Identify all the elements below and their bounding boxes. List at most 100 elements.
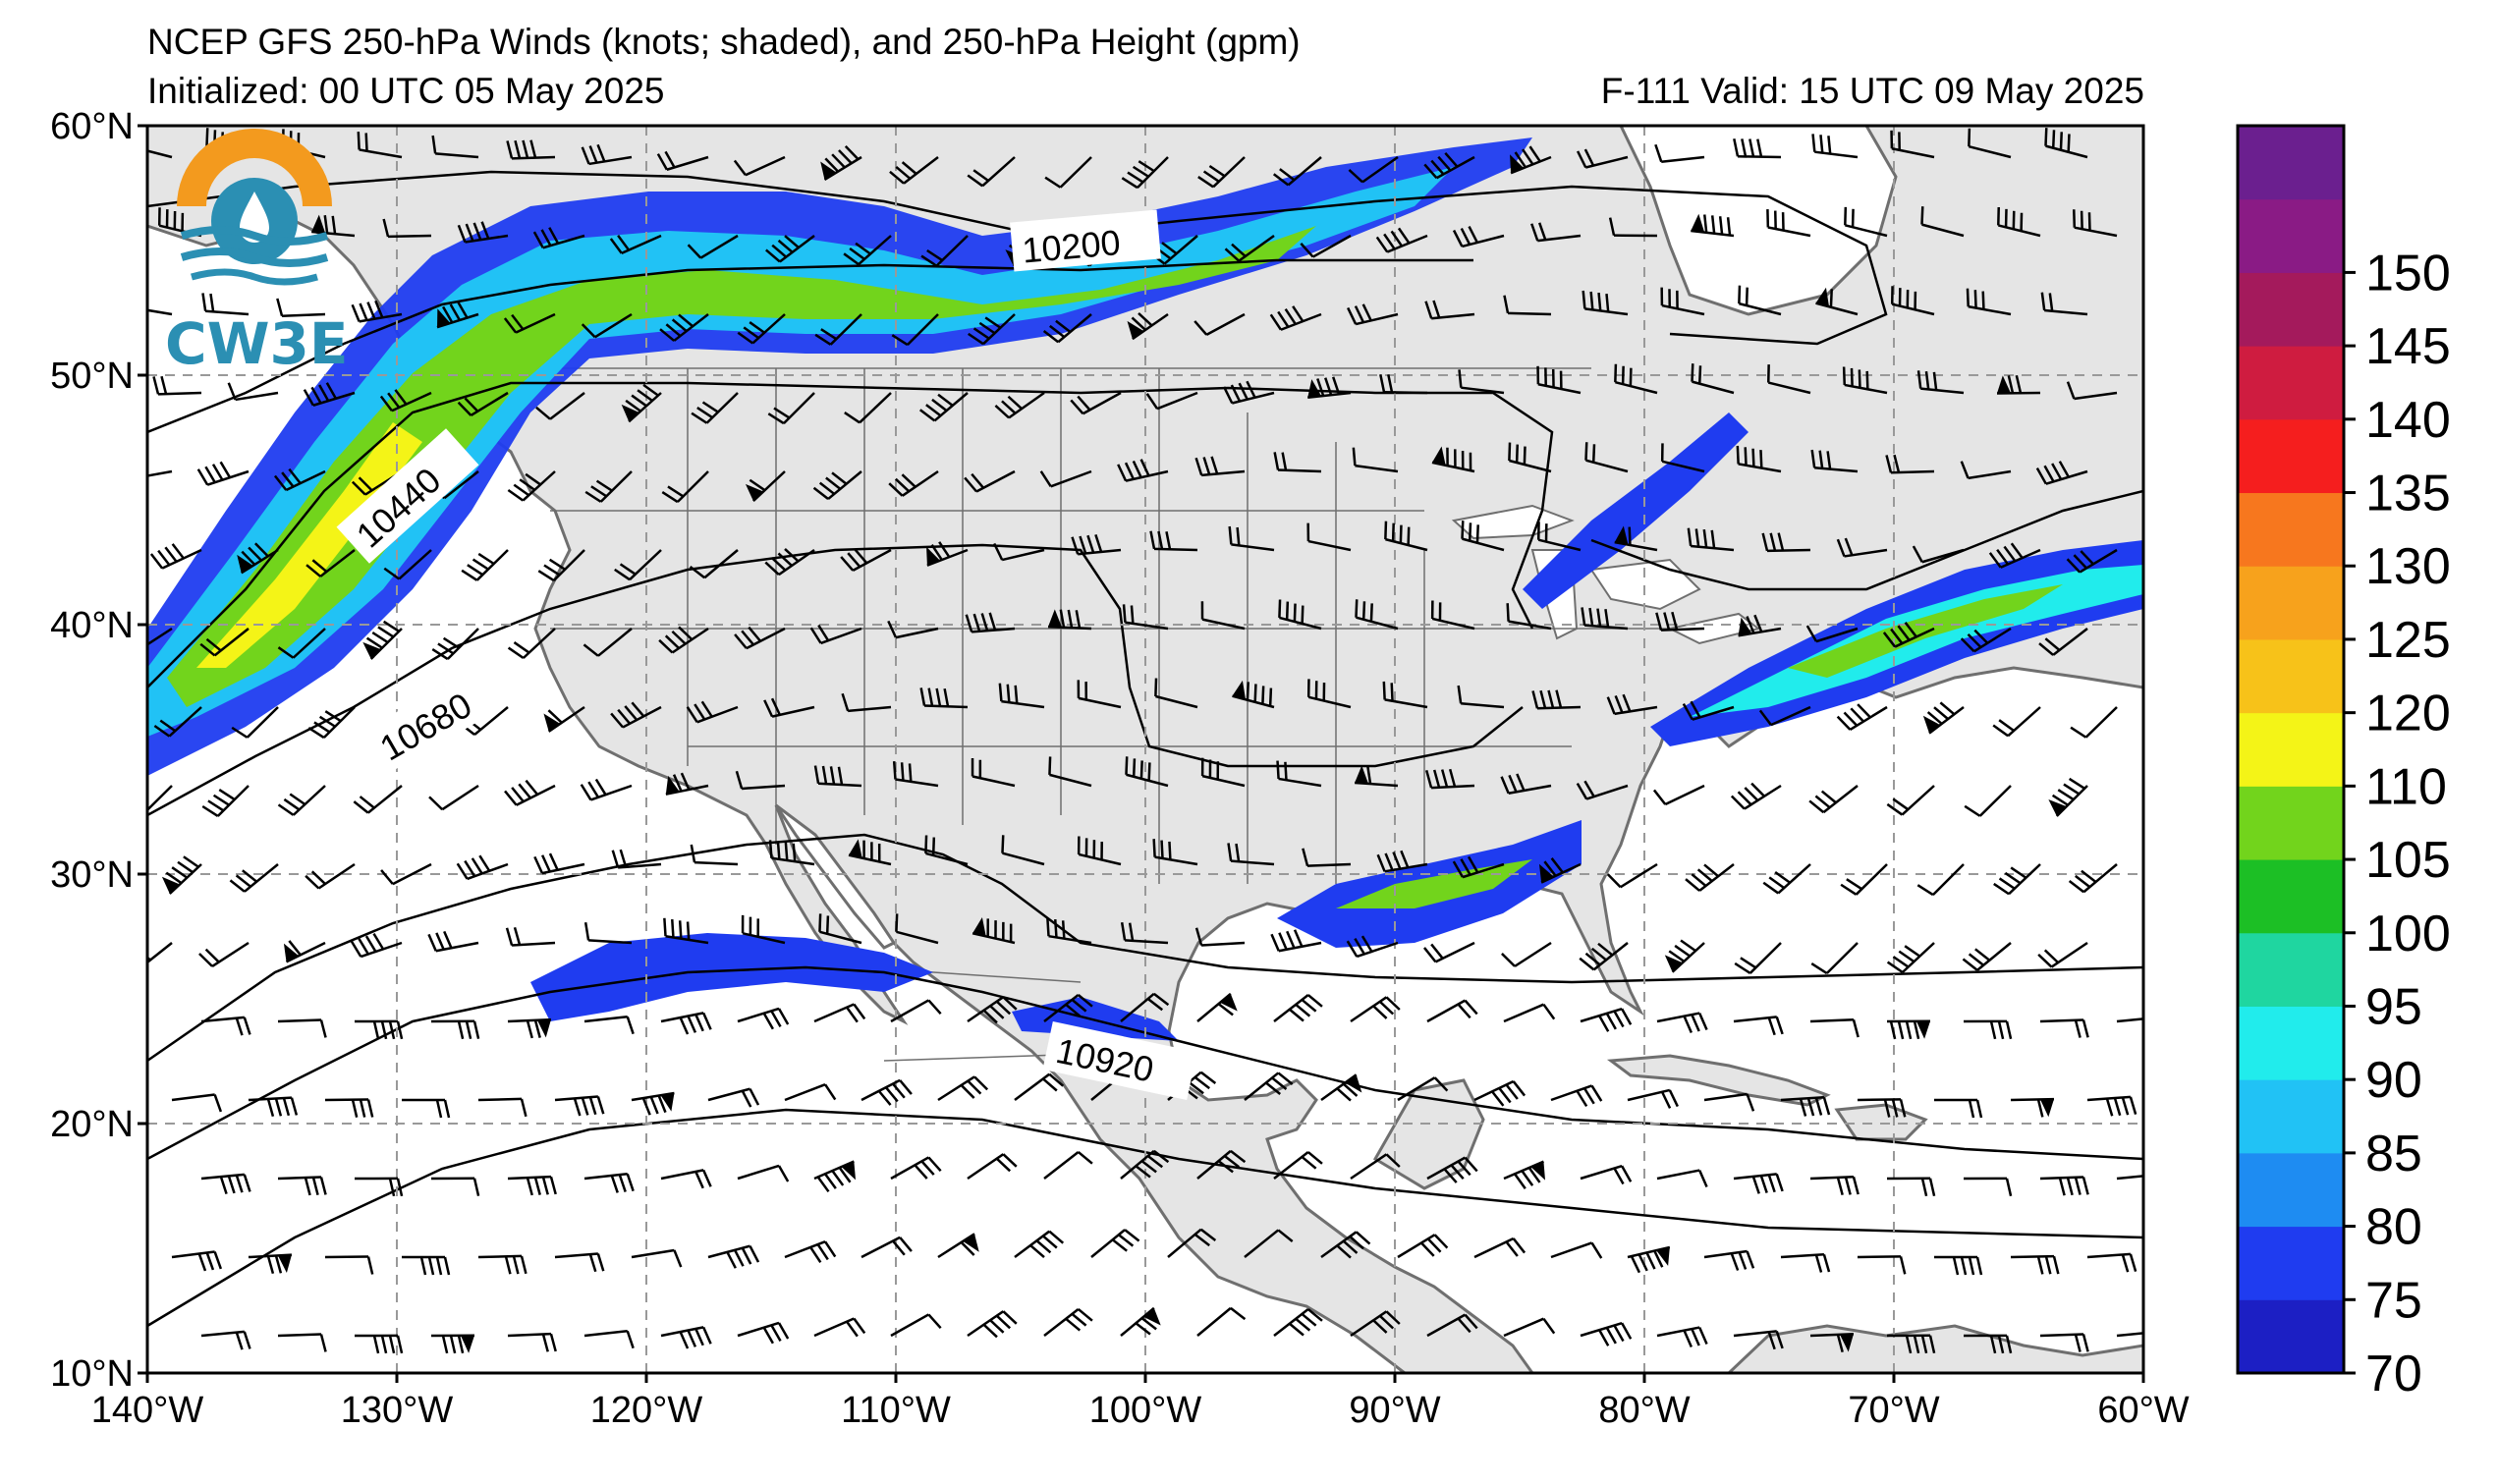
lat-tick-label: 10°N (50, 1353, 134, 1395)
wind-barb (1780, 1253, 1831, 1273)
wind-barb (737, 1164, 790, 1182)
wind-barb (1733, 1330, 1784, 1350)
wind-barb (814, 313, 862, 346)
wind-barb (436, 302, 479, 329)
wind-barb (741, 914, 786, 945)
wind-barb (196, 461, 250, 486)
wind-barb (1070, 391, 1122, 415)
wind-barb (1273, 452, 1322, 473)
wind-barb (1922, 701, 1965, 735)
wind-barb (818, 913, 862, 945)
wind-barb (1627, 1088, 1679, 1109)
wind-barb (841, 692, 892, 713)
wind-barb (532, 227, 585, 249)
east-jet-core (1788, 584, 2063, 678)
init-time: Initialized: 00 UTC 05 May 2025 (147, 71, 665, 111)
wind-barb (457, 221, 509, 244)
wind-barb (1733, 1173, 1784, 1194)
wind-barb (689, 549, 739, 579)
wind-barb (1348, 155, 1399, 184)
wind-barb (1916, 863, 1965, 897)
wind-barb (362, 620, 403, 660)
wind-barb (1200, 757, 1246, 788)
wind-barb (1886, 1019, 1931, 1040)
wind-barb (1431, 446, 1475, 473)
colorbar-label: 100 (2365, 906, 2451, 962)
wind-barb (1503, 1003, 1556, 1023)
wind-barb (1810, 449, 1859, 473)
wind-barb (763, 697, 815, 718)
wind-barb (1352, 447, 1399, 473)
colorbar-label: 120 (2365, 686, 2451, 742)
great-lakes (1451, 504, 1761, 645)
wind-barb (1043, 1307, 1093, 1337)
wind-barb (580, 778, 633, 801)
map-title: NCEP GFS 250-hPa Winds (knots; shaded), … (147, 22, 1301, 62)
wind-barb (507, 1017, 552, 1039)
wind-barb (350, 932, 403, 959)
wind-barb (1960, 627, 2012, 653)
jet-core-100 (167, 226, 1316, 707)
wind-barb (535, 392, 585, 420)
wind-barb (305, 862, 356, 890)
wind-barb (1652, 784, 1705, 806)
wind-barb (964, 469, 1016, 493)
wind-barb (153, 706, 202, 738)
wind-barb (1244, 1072, 1294, 1101)
wind-barb (382, 218, 432, 239)
wind-barb (1766, 209, 1811, 238)
wind-barb (2040, 292, 2088, 316)
wind-barb (1424, 768, 1475, 790)
wind-barb (1691, 363, 1735, 395)
wind-barb (581, 312, 633, 339)
wind-barb (503, 312, 556, 334)
colorbar-label: 130 (2365, 538, 2451, 595)
wind-barb (1077, 836, 1122, 866)
wind-barb (583, 1173, 635, 1193)
lon-tick-label: 120°W (590, 1390, 703, 1431)
wind-barb (1046, 917, 1092, 945)
wind-barb (1531, 689, 1582, 710)
wind-barb (543, 705, 585, 733)
wind-barb (1993, 863, 2041, 896)
wind-barb (1808, 785, 1859, 814)
height-contours (147, 170, 2143, 1328)
wind-barb (889, 156, 939, 185)
wind-barb (1886, 1177, 1936, 1197)
wind-barb (583, 1016, 635, 1035)
wind-barb (1579, 942, 1629, 971)
colorbar-segment (2238, 638, 2344, 714)
colorbar-label: 125 (2365, 612, 2451, 669)
wind-barb (919, 687, 969, 709)
wind-barb (1376, 850, 1428, 873)
wind-barb (1347, 303, 1399, 326)
wind-barb (2039, 1176, 2089, 1196)
wind-barb (891, 313, 939, 347)
wind-barb (918, 392, 969, 422)
wind-barb (860, 1078, 913, 1106)
wind-barb (505, 927, 556, 947)
wind-barb (691, 392, 739, 424)
wind-barb (273, 467, 326, 492)
wind-barb (1503, 1317, 1556, 1338)
wind-barb (1963, 1019, 2013, 1040)
wind-barb (2116, 1330, 2143, 1338)
wind-barb (1608, 217, 1658, 238)
colorbar-segment (2238, 346, 2344, 420)
wind-barb (147, 305, 173, 316)
wind-barb (1962, 942, 2012, 971)
wind-barb (1687, 527, 1735, 552)
wind-barb (1580, 1007, 1633, 1032)
contour-10200 (147, 170, 1888, 346)
wind-barb (324, 1098, 374, 1118)
wind-barb (1222, 380, 1275, 405)
wind-barb (507, 1175, 557, 1196)
wind-barb (1963, 1334, 2013, 1354)
wind-barb (1047, 609, 1092, 631)
wind-barb (1320, 1231, 1371, 1259)
wind-barb (2039, 1333, 2089, 1352)
wind-barb (1988, 542, 2041, 569)
wind-barb (1355, 765, 1399, 788)
colorbar-segment (2238, 418, 2344, 494)
wind-barb (631, 1091, 675, 1116)
